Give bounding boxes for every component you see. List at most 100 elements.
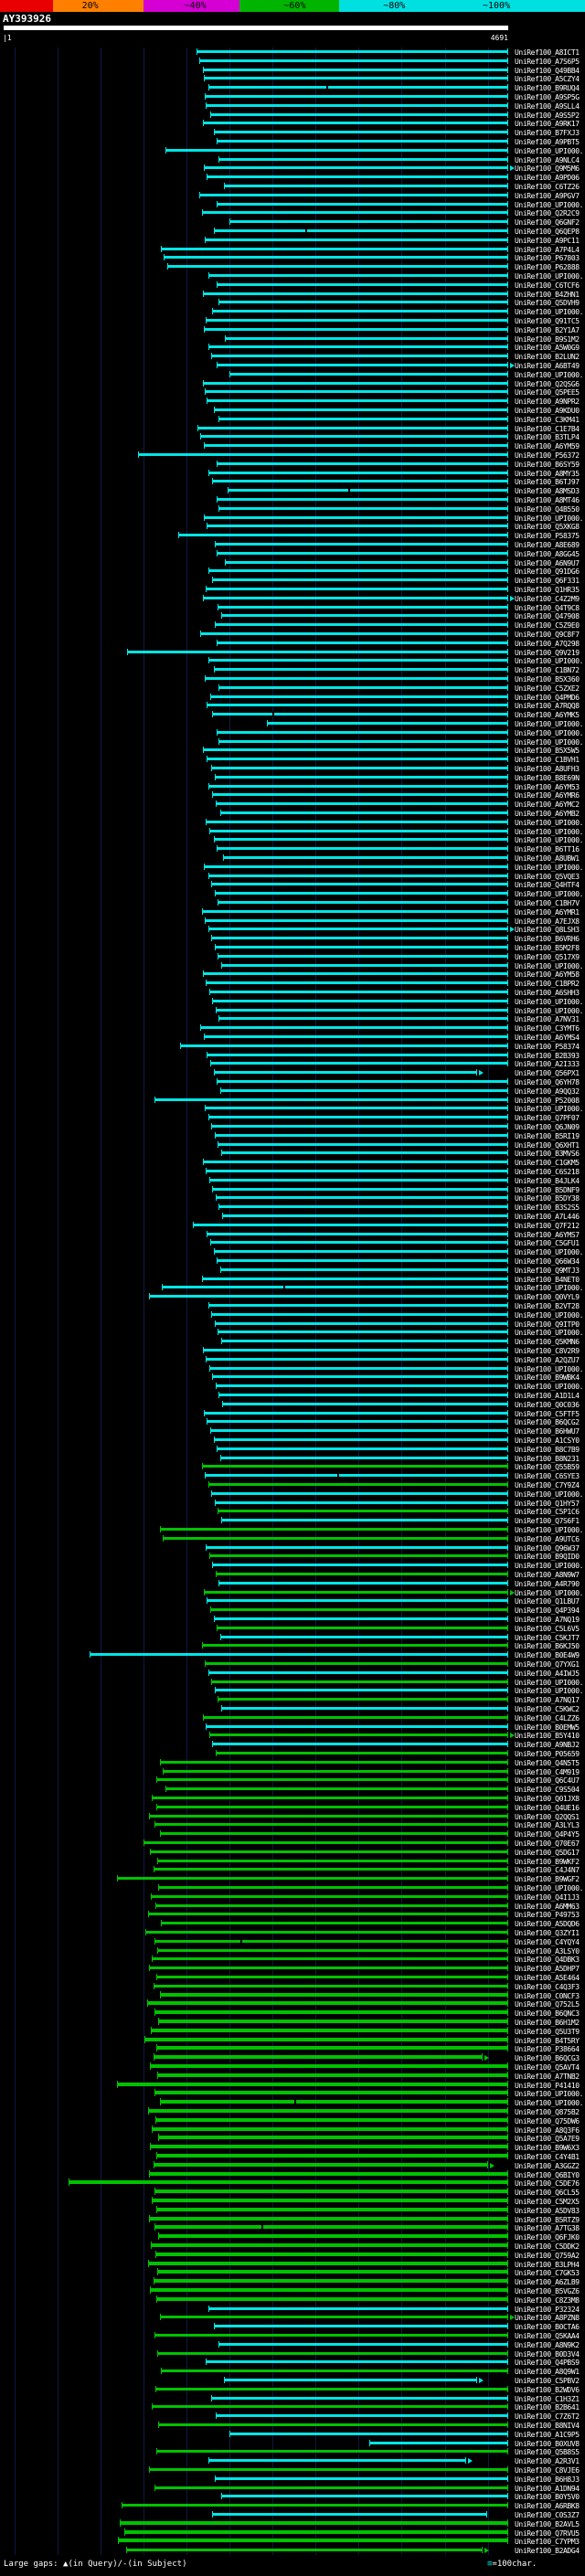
hit-bar[interactable] xyxy=(207,657,509,664)
hit-bar[interactable] xyxy=(154,2385,509,2392)
hit-bar[interactable] xyxy=(159,1990,509,1998)
hit-bar[interactable] xyxy=(214,541,509,547)
hit-bar[interactable] xyxy=(225,334,508,342)
hit-bar[interactable] xyxy=(218,1508,508,1515)
hit-bar[interactable] xyxy=(159,1758,509,1765)
hit-bar[interactable] xyxy=(196,48,509,55)
hit-bar[interactable] xyxy=(154,2250,509,2258)
hit-bar[interactable] xyxy=(215,1194,509,1202)
hit-bar[interactable] xyxy=(207,84,509,91)
hit-bar[interactable] xyxy=(214,773,509,780)
hit-bar[interactable] xyxy=(220,961,509,969)
hit-bar[interactable] xyxy=(209,693,509,700)
hit-bar[interactable] xyxy=(160,1920,509,1927)
hit-bar[interactable] xyxy=(120,2518,508,2527)
hit-bar[interactable] xyxy=(126,2547,483,2554)
hit-bar[interactable] xyxy=(156,1974,508,1980)
hit-bar[interactable] xyxy=(151,1892,508,1900)
hit-bar[interactable] xyxy=(153,1982,509,1989)
hit-bar[interactable] xyxy=(154,2332,509,2338)
hit-bar[interactable] xyxy=(154,2223,509,2231)
hit-bar[interactable] xyxy=(148,1965,509,1972)
hit-bar[interactable] xyxy=(214,1320,509,1327)
hit-bar[interactable] xyxy=(203,1588,509,1595)
hit-bar[interactable] xyxy=(203,75,509,82)
hit-bar[interactable] xyxy=(213,1436,508,1443)
hit-bar[interactable] xyxy=(207,2305,509,2312)
hit-bar[interactable] xyxy=(213,407,508,413)
hit-bar[interactable] xyxy=(205,1105,508,1112)
hit-bar[interactable] xyxy=(127,648,508,655)
hit-bar[interactable] xyxy=(152,2125,508,2133)
hit-bar[interactable] xyxy=(221,1213,509,1219)
hit-bar[interactable] xyxy=(211,765,508,771)
hit-bar[interactable] xyxy=(203,442,509,450)
hit-bar[interactable] xyxy=(225,558,508,566)
hit-bar[interactable] xyxy=(165,146,508,154)
hit-bar[interactable] xyxy=(151,2242,508,2249)
hit-bar[interactable] xyxy=(213,1069,478,1076)
hit-bar[interactable] xyxy=(214,890,509,897)
hit-bar[interactable] xyxy=(205,675,508,682)
hit-bar[interactable] xyxy=(207,926,509,933)
hit-bar[interactable] xyxy=(224,183,508,189)
hit-bar[interactable] xyxy=(156,2044,508,2052)
hit-bar[interactable] xyxy=(212,791,508,799)
hit-bar[interactable] xyxy=(206,1355,508,1362)
hit-bar[interactable] xyxy=(160,245,509,252)
hit-bar[interactable] xyxy=(220,1705,509,1712)
hit-bar[interactable] xyxy=(157,1946,508,1954)
hit-bar[interactable] xyxy=(217,200,508,207)
hit-bar[interactable] xyxy=(219,1266,508,1273)
hit-bar[interactable] xyxy=(214,2475,509,2482)
hit-bar[interactable] xyxy=(148,2214,509,2222)
hit-bar[interactable] xyxy=(138,451,508,458)
hit-bar[interactable] xyxy=(206,818,508,825)
hit-bar[interactable] xyxy=(150,2143,508,2151)
hit-bar[interactable] xyxy=(207,1114,509,1121)
hit-bar[interactable] xyxy=(214,944,509,950)
hit-bar[interactable] xyxy=(267,720,508,726)
hit-bar[interactable] xyxy=(202,594,509,601)
hit-bar[interactable] xyxy=(213,228,508,234)
hit-bar[interactable] xyxy=(163,1534,508,1542)
hit-bar[interactable] xyxy=(215,1383,509,1390)
hit-bar[interactable] xyxy=(203,325,509,333)
hit-bar[interactable] xyxy=(206,1168,508,1174)
hit-bar[interactable] xyxy=(157,2071,508,2079)
hit-bar[interactable] xyxy=(369,2439,508,2446)
hit-bar[interactable] xyxy=(116,1875,509,1882)
hit-bar[interactable] xyxy=(207,1481,509,1488)
hit-bar[interactable] xyxy=(205,93,508,100)
hit-bar[interactable] xyxy=(148,1812,509,1819)
hit-bar[interactable] xyxy=(207,272,509,279)
hit-bar[interactable] xyxy=(152,2403,508,2411)
hit-bar[interactable] xyxy=(206,2359,508,2366)
hit-bar[interactable] xyxy=(203,1034,509,1040)
hit-bar[interactable] xyxy=(212,1741,508,1748)
hit-bar[interactable] xyxy=(229,2430,508,2437)
hit-bar[interactable] xyxy=(150,2286,508,2294)
hit-bar[interactable] xyxy=(117,2537,509,2545)
hit-bar[interactable] xyxy=(202,747,509,754)
hit-bar[interactable] xyxy=(217,281,508,288)
hit-bar[interactable] xyxy=(218,899,508,906)
hit-bar[interactable] xyxy=(152,1795,508,1801)
hit-bar[interactable] xyxy=(203,1409,509,1416)
hit-bar[interactable] xyxy=(218,1329,508,1336)
hit-bar[interactable] xyxy=(212,577,508,584)
hit-bar[interactable] xyxy=(154,2009,509,2017)
hit-bar[interactable] xyxy=(202,1159,509,1166)
hit-bar[interactable] xyxy=(148,1293,509,1300)
hit-bar[interactable] xyxy=(158,2422,508,2428)
hit-bar[interactable] xyxy=(202,66,509,73)
hit-bar[interactable] xyxy=(159,1526,509,1532)
hit-bar[interactable] xyxy=(203,164,509,172)
hit-bar[interactable] xyxy=(207,1230,508,1237)
hit-bar[interactable] xyxy=(219,1633,508,1640)
hit-bar[interactable] xyxy=(154,1902,509,1909)
hit-bar[interactable] xyxy=(150,2062,508,2070)
hit-bar[interactable] xyxy=(207,567,509,575)
hit-bar[interactable] xyxy=(212,711,508,718)
hit-bar[interactable] xyxy=(208,827,509,834)
